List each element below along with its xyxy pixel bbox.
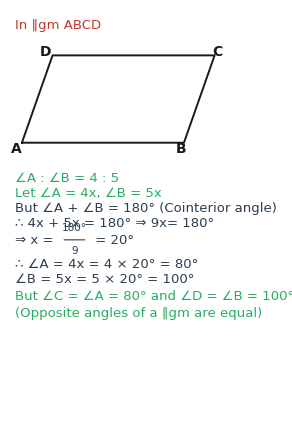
Text: A: A <box>11 142 21 156</box>
Text: D: D <box>39 45 51 59</box>
Text: ∠B = 5x = 5 × 20° = 100°: ∠B = 5x = 5 × 20° = 100° <box>15 273 194 285</box>
Text: ∴ 4x + 5x = 180° ⇒ 9x= 180°: ∴ 4x + 5x = 180° ⇒ 9x= 180° <box>15 217 214 230</box>
Text: ⇒ x =: ⇒ x = <box>15 234 57 247</box>
Text: 180°: 180° <box>62 224 87 233</box>
Text: ∴ ∠A = 4x = 4 × 20° = 80°: ∴ ∠A = 4x = 4 × 20° = 80° <box>15 258 198 271</box>
Text: But ∠A + ∠B = 180° (Cointerior angle): But ∠A + ∠B = 180° (Cointerior angle) <box>15 202 277 215</box>
Text: In ‖gm ABCD: In ‖gm ABCD <box>15 19 101 32</box>
Text: 9: 9 <box>71 246 78 256</box>
Text: B: B <box>176 142 186 156</box>
Text: (Opposite angles of a ‖gm are equal): (Opposite angles of a ‖gm are equal) <box>15 307 262 320</box>
Text: = 20°: = 20° <box>91 234 133 247</box>
Text: C: C <box>212 45 223 59</box>
Text: Let ∠A = 4x, ∠B = 5x: Let ∠A = 4x, ∠B = 5x <box>15 187 161 200</box>
Text: But ∠C = ∠A = 80° and ∠D = ∠B = 100°: But ∠C = ∠A = 80° and ∠D = ∠B = 100° <box>15 290 292 302</box>
Text: ∠A : ∠B = 4 : 5: ∠A : ∠B = 4 : 5 <box>15 173 119 185</box>
